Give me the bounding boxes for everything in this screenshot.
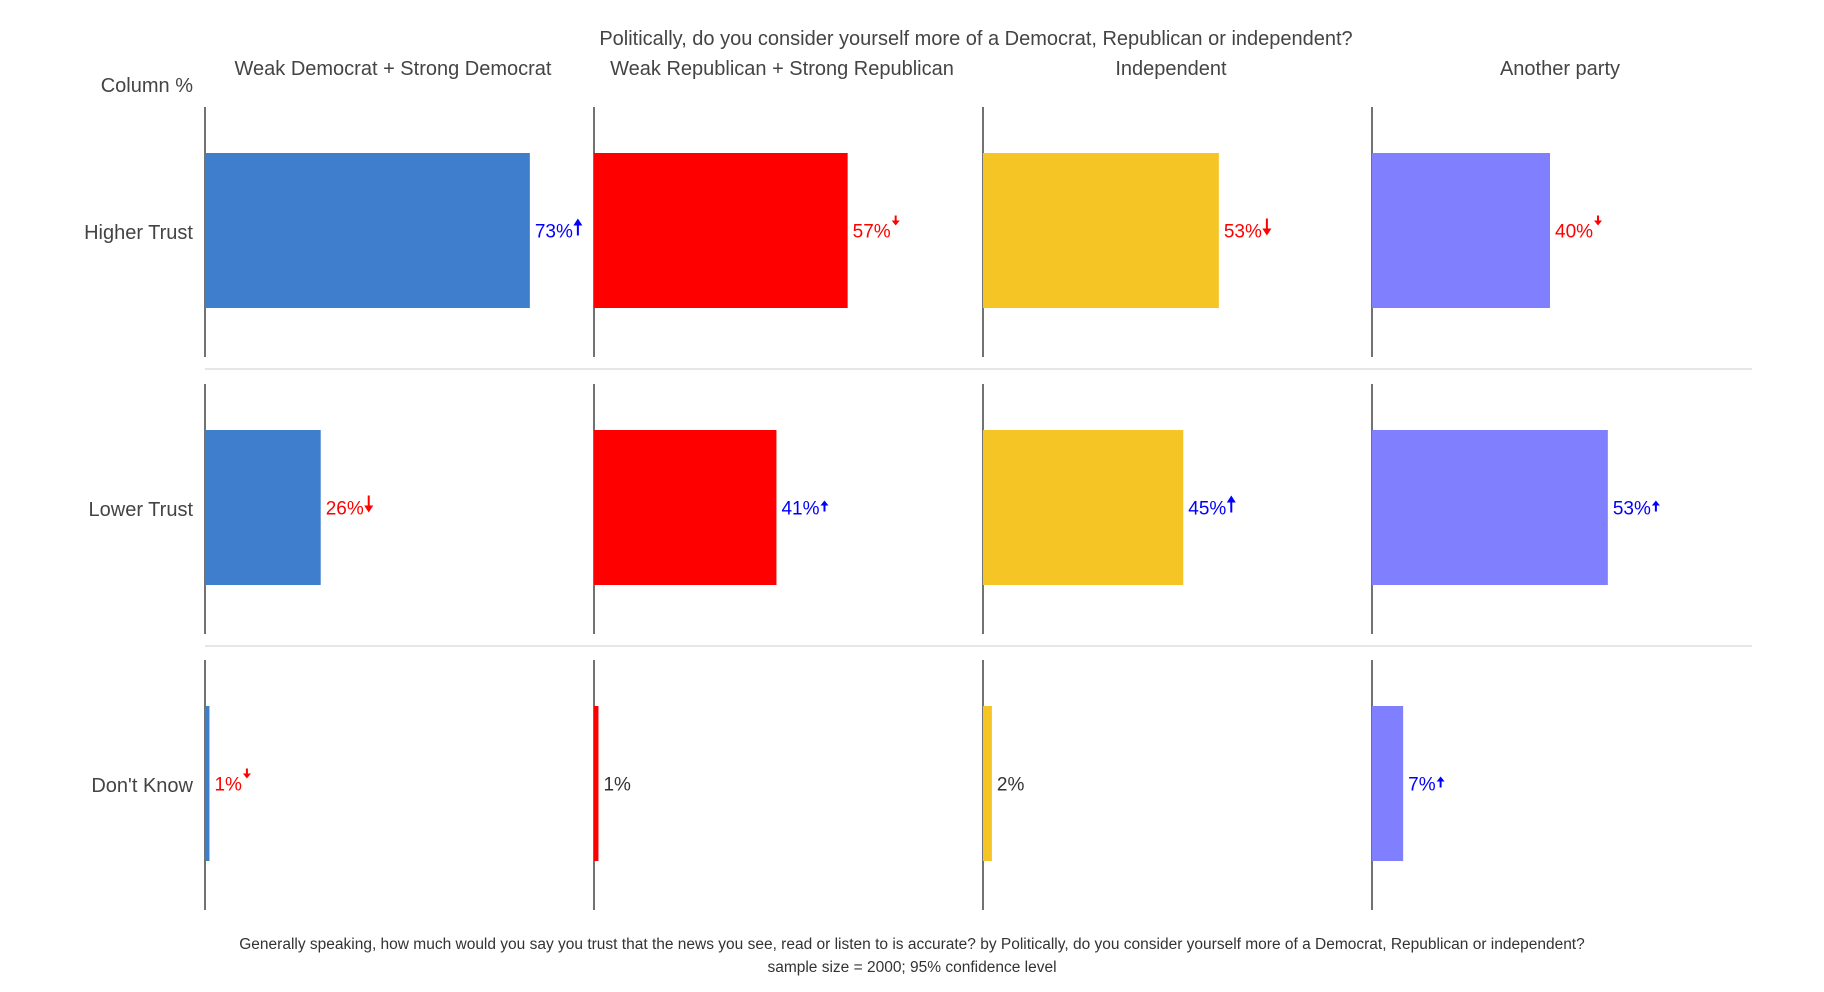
bar — [205, 430, 321, 585]
significance-up-icon — [820, 500, 829, 512]
value-label: 73% — [535, 222, 573, 243]
row-label: Don't Know — [91, 775, 193, 797]
bar — [983, 430, 1184, 585]
significance-down-icon — [364, 495, 374, 513]
bars — [205, 153, 1608, 861]
footnote-line-2: sample size = 2000; 95% confidence level — [767, 959, 1056, 976]
value-label: 57% — [853, 222, 891, 243]
significance-down-icon — [242, 768, 251, 779]
row-labels: Higher Trust Lower Trust Don't Know — [84, 222, 193, 797]
bar — [1372, 430, 1608, 585]
column-headers: Weak Democrat + Strong Democrat Weak Repu… — [235, 58, 1621, 80]
column-header: Weak Democrat + Strong Democrat — [235, 58, 552, 80]
value-label: 45% — [1188, 499, 1226, 520]
value-labels: 73% 26% 1% 57% 41% 1% 53% 45% 2% 40% 53% 7% — [214, 215, 1660, 796]
bar — [1372, 706, 1404, 861]
value-label: 53% — [1224, 222, 1262, 243]
significance-up-icon — [1651, 500, 1660, 512]
column-header: Independent — [1115, 58, 1227, 80]
column-header: Weak Republican + Strong Republican — [610, 58, 954, 80]
value-label: 7% — [1408, 775, 1436, 796]
bar — [205, 706, 210, 861]
bar — [1372, 153, 1550, 308]
bar — [594, 706, 599, 861]
bar — [594, 153, 848, 308]
column-header: Another party — [1500, 58, 1620, 80]
significance-down-icon — [1594, 215, 1603, 226]
value-label: 40% — [1555, 222, 1593, 243]
significance-down-icon — [1262, 218, 1272, 236]
value-label: 2% — [997, 775, 1025, 796]
value-label: 53% — [1613, 499, 1651, 520]
value-label: 1% — [214, 775, 242, 796]
corner-label: Column % — [101, 75, 193, 97]
bar — [983, 153, 1219, 308]
significance-up-icon — [573, 218, 583, 236]
significance-down-icon — [891, 215, 900, 226]
value-label: 26% — [326, 499, 364, 520]
bar — [594, 430, 777, 585]
footnote-line-1: Generally speaking, how much would you s… — [239, 936, 1585, 953]
bar — [205, 153, 530, 308]
significance-up-icon — [1436, 776, 1445, 788]
row-label: Lower Trust — [89, 499, 194, 521]
significance-up-icon — [1226, 495, 1236, 513]
row-label: Higher Trust — [84, 222, 193, 244]
row-separators — [205, 368, 1752, 647]
value-label: 41% — [781, 499, 819, 520]
value-label: 1% — [603, 775, 631, 796]
bar — [983, 706, 992, 861]
chart-title: Politically, do you consider yourself mo… — [599, 28, 1352, 50]
